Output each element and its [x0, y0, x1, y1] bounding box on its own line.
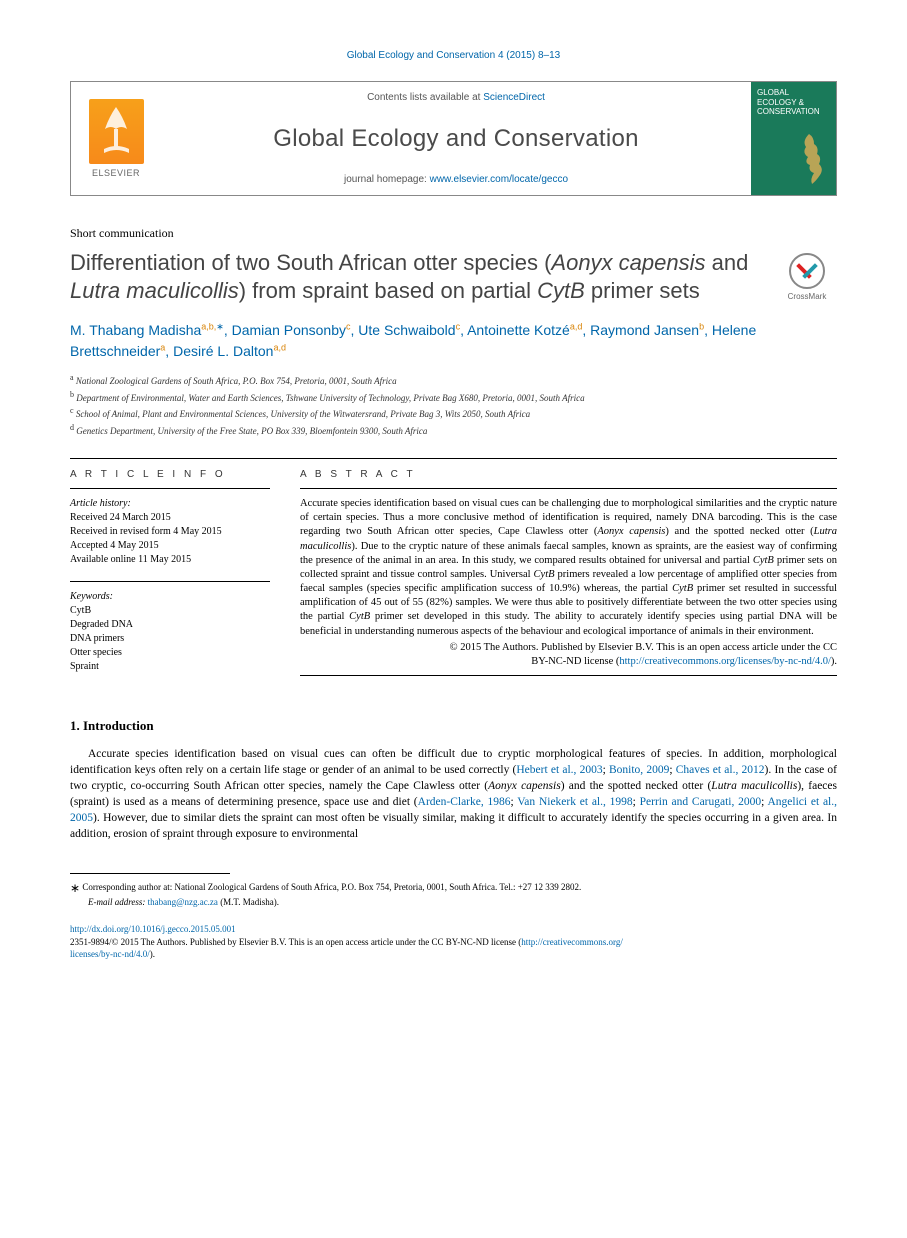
abs-i4: CytB [534, 569, 555, 580]
author: M. Thabang Madishaa,b,∗ [70, 322, 224, 338]
history-line: Received in revised form 4 May 2015 [70, 525, 270, 539]
article-type: Short communication [70, 226, 837, 241]
issn-prefix: 2351-9894/© 2015 The Authors. Published … [70, 937, 521, 947]
title-i1: Aonyx capensis [551, 250, 705, 275]
history-line: Accepted 4 May 2015 [70, 539, 270, 553]
corresponding-author-note: ∗ Corresponding author at: National Zool… [70, 880, 837, 897]
affiliation: b Department of Environmental, Water and… [70, 389, 837, 406]
homepage-line: journal homepage: www.elsevier.com/locat… [344, 174, 568, 185]
article-info-heading: A R T I C L E I N F O [70, 469, 270, 480]
email-label: E-mail address: [88, 897, 145, 907]
cite-bonito-2009[interactable]: Bonito, 2009 [609, 764, 669, 776]
crossmark-label: CrossMark [788, 292, 827, 301]
cc-license-link[interactable]: http://creativecommons.org/licenses/by-n… [619, 656, 831, 667]
homepage-prefix: journal homepage: [344, 174, 430, 185]
abstract-text: Accurate species identification based on… [300, 488, 837, 639]
elsevier-wordmark: ELSEVIER [92, 168, 140, 178]
article-info-column: A R T I C L E I N F O Article history: R… [70, 459, 270, 688]
contents-prefix: Contents lists available at [367, 92, 483, 103]
footnotes: ∗ Corresponding author at: National Zool… [70, 880, 837, 909]
abs-i6: CytB [349, 611, 370, 622]
cover-title: GLOBAL ECOLOGY & CONSERVATION [751, 82, 836, 123]
corr-text: Corresponding author at: National Zoolog… [82, 882, 581, 892]
journal-name: Global Ecology and Conservation [273, 125, 639, 153]
elsevier-tree-icon [89, 99, 144, 164]
masthead: ELSEVIER Contents lists available at Sci… [70, 81, 837, 196]
crossmark-icon [789, 253, 825, 289]
journal-cover-thumb: GLOBAL ECOLOGY & CONSERVATION [751, 82, 836, 195]
author: Raymond Jansenb [590, 322, 704, 338]
footer-license-link-2[interactable]: licenses/by-nc-nd/4.0/ [70, 949, 150, 959]
footnote-rule [70, 873, 230, 874]
article-history-block: Article history: Received 24 March 2015R… [70, 488, 270, 567]
contents-lists-line: Contents lists available at ScienceDirec… [367, 92, 545, 103]
affiliation: d Genetics Department, University of the… [70, 422, 837, 439]
intro-p8: ; [633, 796, 640, 808]
elsevier-logo: ELSEVIER [71, 82, 161, 195]
intro-paragraph: Accurate species identification based on… [70, 746, 837, 843]
abs-i1: Aonyx capensis [597, 526, 665, 537]
cite-van-niekerk-1998[interactable]: Van Niekerk et al., 1998 [517, 796, 632, 808]
copyright-line2-suffix: ). [831, 656, 837, 667]
masthead-center: Contents lists available at ScienceDirec… [161, 82, 751, 195]
history-line: Received 24 March 2015 [70, 511, 270, 525]
cite-hebert-2003[interactable]: Hebert et al., 2003 [516, 764, 602, 776]
abstract-copyright: © 2015 The Authors. Published by Elsevie… [300, 641, 837, 669]
copyright-line1: © 2015 The Authors. Published by Elsevie… [450, 642, 837, 653]
abs-i3: CytB [753, 555, 774, 566]
intro-p5: ) and the spotted necked otter ( [561, 780, 712, 792]
keyword: Degraded DNA [70, 618, 270, 632]
crossmark-badge[interactable]: CrossMark [777, 253, 837, 301]
title-i2: Lutra maculicollis [70, 278, 239, 303]
email-link[interactable]: thabang@nzg.ac.za [148, 897, 218, 907]
email-note: E-mail address: thabang@nzg.ac.za (M.T. … [70, 896, 837, 909]
history-label: Article history: [70, 497, 270, 511]
cite-arden-clarke-1986[interactable]: Arden-Clarke, 1986 [418, 796, 511, 808]
cite-perrin-carugati-2000[interactable]: Perrin and Carugati, 2000 [640, 796, 762, 808]
running-head: Global Ecology and Conservation 4 (2015)… [70, 50, 837, 61]
title-p3: ) from spraint based on partial [239, 278, 537, 303]
keywords-label: Keywords: [70, 590, 270, 604]
author: Damian Ponsonbyc [232, 322, 351, 338]
affiliation: c School of Animal, Plant and Environmen… [70, 405, 837, 422]
doi-link[interactable]: http://dx.doi.org/10.1016/j.gecco.2015.0… [70, 924, 236, 934]
affiliation: a National Zoological Gardens of South A… [70, 372, 837, 389]
title-p2: and [706, 250, 749, 275]
intro-i2: Lutra maculicollis [711, 780, 797, 792]
page-footer: http://dx.doi.org/10.1016/j.gecco.2015.0… [70, 923, 837, 961]
author: Desiré L. Daltona,d [173, 343, 286, 359]
keyword: CytB [70, 604, 270, 618]
copyright-line2-prefix: BY-NC-ND license ( [531, 656, 619, 667]
abs-p7: primer set developed in this study. The … [300, 611, 837, 636]
footer-license-link-1[interactable]: http://creativecommons.org/ [521, 937, 623, 947]
authors-list: M. Thabang Madishaa,b,∗, Damian Ponsonby… [70, 320, 837, 362]
abstract-heading: A B S T R A C T [300, 469, 837, 480]
abstract-column: A B S T R A C T Accurate species identif… [300, 459, 837, 688]
title-p4: primer sets [585, 278, 700, 303]
star-icon: ∗ [70, 881, 80, 895]
abstract-bottom-rule [300, 675, 837, 676]
sciencedirect-link[interactable]: ScienceDirect [483, 92, 545, 103]
intro-i1: Aonyx capensis [488, 780, 561, 792]
affiliations-list: a National Zoological Gardens of South A… [70, 372, 837, 438]
author: Ute Schwaiboldc [358, 322, 460, 338]
abs-i5: CytB [672, 583, 693, 594]
intro-p10: ). However, due to similar diets the spr… [70, 812, 837, 840]
keyword: DNA primers [70, 632, 270, 646]
keyword: Otter species [70, 646, 270, 660]
author: Antoinette Kotzéa,d [467, 322, 582, 338]
homepage-link[interactable]: www.elsevier.com/locate/gecco [430, 174, 568, 185]
section-1-heading: 1. Introduction [70, 718, 837, 734]
history-line: Available online 11 May 2015 [70, 553, 270, 567]
abs-p2: ) and the spotted necked otter ( [665, 526, 813, 537]
keyword: Spraint [70, 660, 270, 674]
email-who: (M.T. Madisha). [220, 897, 279, 907]
cite-chaves-2012[interactable]: Chaves et al., 2012 [676, 764, 765, 776]
lizard-icon [784, 129, 834, 189]
keywords-block: Keywords: CytBDegraded DNADNA primersOtt… [70, 581, 270, 674]
issn-suffix: ). [150, 949, 155, 959]
title-i3: CytB [537, 278, 585, 303]
article-title: Differentiation of two South African ott… [70, 249, 757, 304]
title-p1: Differentiation of two South African ott… [70, 250, 551, 275]
